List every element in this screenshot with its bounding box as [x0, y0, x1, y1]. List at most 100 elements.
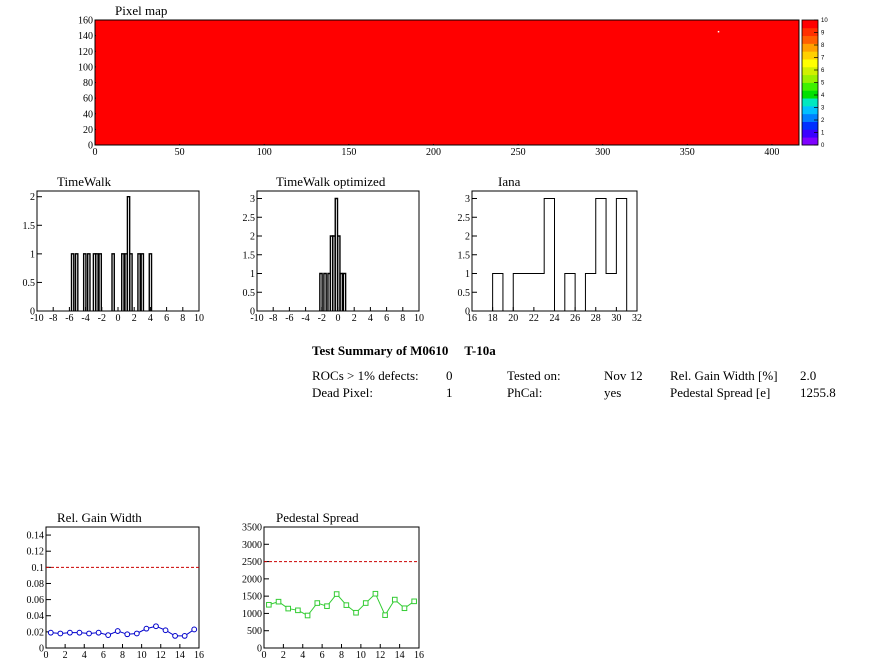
histogram-bar — [319, 272, 323, 311]
series-point — [295, 607, 301, 614]
colorbar-segment — [802, 27, 818, 37]
histogram-step-line — [482, 198, 637, 312]
x-tick-label: 16 — [194, 650, 204, 661]
series-point — [382, 612, 388, 618]
colorbar-tick-label: 6 — [821, 68, 825, 74]
series-point — [401, 605, 408, 612]
y-tick-label: 2 — [465, 232, 470, 243]
colorbar-segment — [802, 82, 818, 91]
plot-frame-1 — [36, 190, 200, 312]
x-tick-label: 12 — [156, 650, 166, 661]
x-tick-label: 24 — [550, 313, 560, 324]
series-point — [353, 609, 359, 616]
summary-value-gain-width: 2.0 — [800, 368, 817, 383]
y-tick-label: 60 — [83, 94, 93, 105]
y-tick-label: 0.5 — [23, 278, 36, 289]
summary-label-rocs: ROCs > 1% defects: — [312, 368, 419, 383]
x-tick-label: 16 — [414, 650, 424, 661]
colorbar-tick-label: 0 — [821, 143, 825, 149]
x-tick-label: -2 — [98, 313, 106, 324]
chart-title: Iana — [498, 174, 521, 189]
y-tick-label: 1.5 — [458, 250, 471, 261]
y-tick-label: 40 — [83, 109, 93, 120]
summary-test-id: T-10a — [464, 343, 496, 358]
series-point — [372, 590, 379, 597]
series-point — [114, 628, 121, 634]
series-point — [411, 598, 417, 605]
series-point — [324, 603, 330, 609]
x-tick-label: 6 — [164, 313, 169, 324]
series-point — [95, 629, 102, 636]
series-point — [67, 629, 73, 636]
colorbar-segment — [802, 35, 818, 44]
y-tick-label: 0 — [250, 307, 255, 318]
summary-value-tested-on: Nov 12 — [604, 368, 643, 383]
x-tick-label: 100 — [257, 147, 272, 158]
y-tick-label: 0.5 — [243, 288, 256, 299]
y-tick-label: 1 — [30, 249, 35, 260]
series-point — [285, 605, 292, 612]
x-tick-label: -6 — [285, 313, 293, 324]
x-tick-label: 0 — [116, 313, 121, 324]
x-tick-label: -8 — [49, 313, 57, 324]
colorbar-tick-label: 7 — [821, 56, 825, 62]
x-tick-label: -10 — [250, 313, 263, 324]
x-tick-label: 10 — [194, 313, 204, 324]
x-tick-label: 28 — [591, 313, 601, 324]
plot-frame-4 — [45, 526, 200, 649]
histogram-bar — [342, 272, 347, 311]
y-tick-label: 2 — [250, 232, 255, 243]
y-tick-label: 0.1 — [32, 563, 45, 574]
y-tick-label: 1000 — [242, 609, 262, 620]
histogram-bar — [74, 253, 79, 311]
colorbar-tick-label: 5 — [821, 81, 825, 87]
y-tick-label: 1.5 — [23, 221, 36, 232]
y-tick-label: 1500 — [242, 592, 262, 603]
x-tick-label: 4 — [300, 650, 305, 661]
y-tick-label: 0.5 — [458, 288, 471, 299]
x-tick-label: 10 — [414, 313, 424, 324]
x-tick-label: -4 — [301, 313, 309, 324]
histogram-bar — [339, 272, 344, 311]
series-line — [268, 592, 415, 617]
y-tick-label: 1 — [465, 269, 470, 280]
series-point — [143, 625, 150, 632]
x-tick-label: 2 — [132, 313, 137, 324]
x-tick-label: 18 — [488, 313, 498, 324]
colorbar-tick-label: 8 — [821, 43, 825, 49]
summary-value-dead-pixel: 1 — [446, 385, 453, 400]
x-tick-label: 10 — [137, 650, 147, 661]
y-tick-label: 80 — [83, 78, 93, 89]
x-tick-label: -10 — [30, 313, 43, 324]
series-point — [76, 629, 83, 636]
summary-value-rocs: 0 — [446, 368, 453, 383]
y-tick-label: 0 — [88, 141, 93, 152]
histogram-bar — [137, 253, 141, 311]
y-tick-label: 0 — [39, 644, 44, 655]
x-tick-label: 250 — [511, 147, 526, 158]
colorbar-segment — [802, 129, 818, 138]
x-tick-label: 14 — [175, 650, 185, 661]
chart-title: Rel. Gain Width — [57, 510, 142, 525]
plot-frame-5 — [263, 526, 420, 649]
histogram-bar — [323, 272, 327, 311]
series-line — [50, 625, 195, 637]
x-tick-label: 6 — [384, 313, 389, 324]
colorbar-segment — [802, 43, 818, 52]
x-tick-label: 4 — [368, 313, 373, 324]
colorbar-segment — [802, 51, 818, 60]
colorbar-segment — [802, 59, 818, 68]
y-tick-label: 0.12 — [27, 547, 45, 558]
x-tick-label: 12 — [375, 650, 385, 661]
y-tick-label: 0 — [465, 307, 470, 318]
x-tick-label: 30 — [611, 313, 621, 324]
x-tick-label: 20 — [508, 313, 518, 324]
colorbar-segment — [802, 121, 818, 130]
series-point — [391, 596, 398, 603]
x-tick-label: -8 — [269, 313, 277, 324]
y-tick-label: 120 — [78, 47, 93, 58]
y-tick-label: 0.08 — [27, 579, 45, 590]
colorbar-tick-label: 10 — [821, 18, 828, 24]
colorbar-tick-label: 3 — [821, 106, 825, 112]
